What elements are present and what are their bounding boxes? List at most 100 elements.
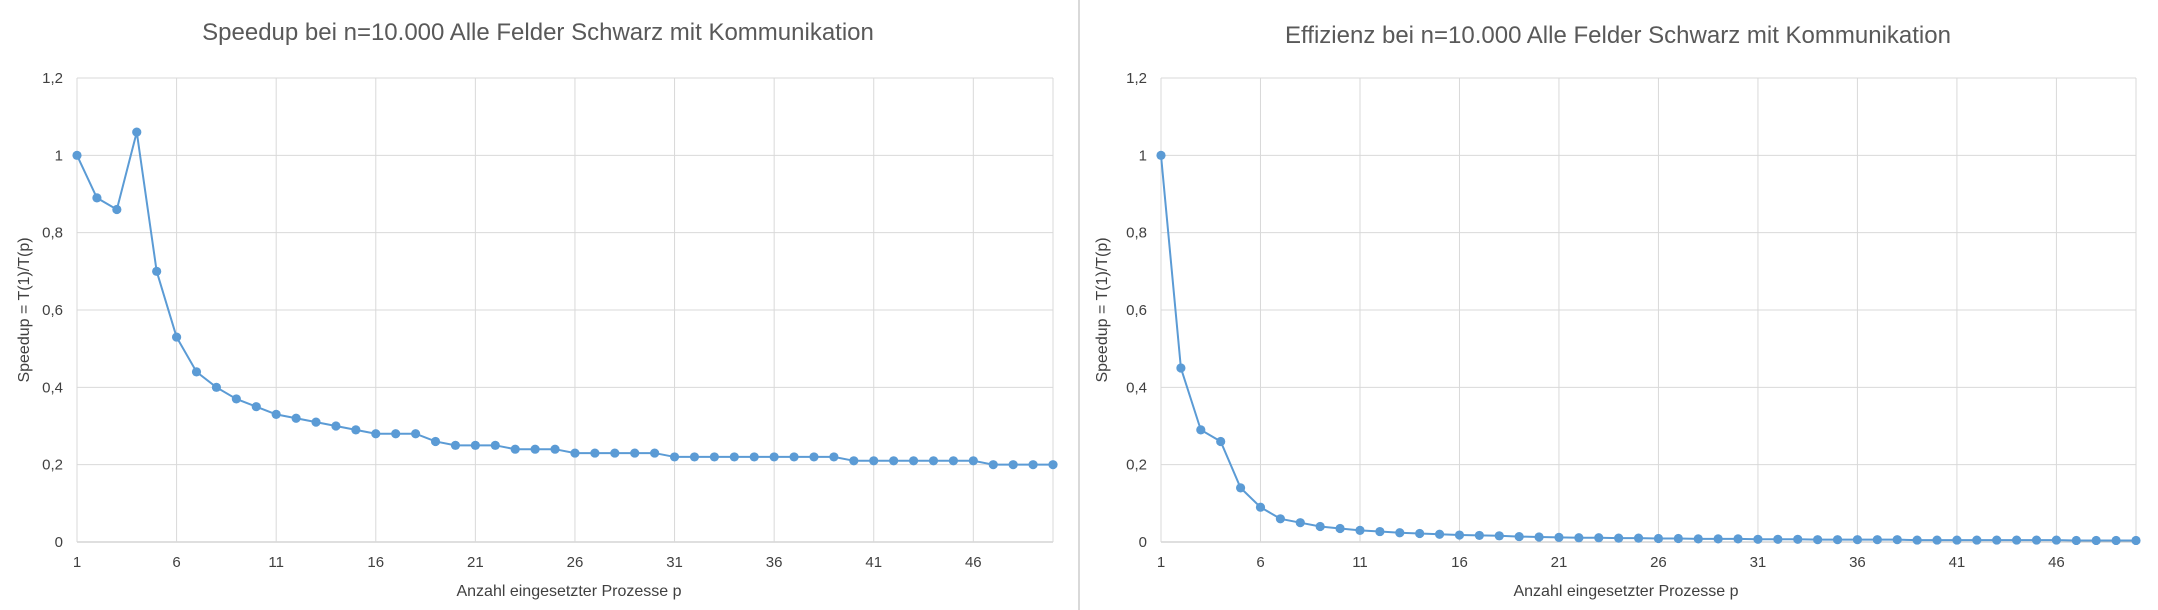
x-tick-label: 6: [172, 554, 180, 571]
data-point: [669, 452, 680, 462]
data-point: [171, 332, 182, 342]
data-point: [1335, 523, 1345, 534]
x-tick-label: 11: [268, 554, 284, 571]
y-tick-label: 1: [55, 147, 63, 164]
data-point: [1892, 535, 1902, 545]
data-point: [1375, 526, 1385, 537]
y-tick-label: 1,2: [42, 70, 63, 87]
data-point: [889, 456, 899, 466]
data-point: [510, 444, 520, 454]
y-tick-label: 1: [1139, 147, 1147, 164]
data-point: [311, 417, 321, 427]
data-point: [769, 452, 779, 462]
data-point: [2051, 535, 2062, 545]
data-point: [1415, 528, 1425, 539]
data-point: [1633, 533, 1644, 543]
data-point: [689, 452, 700, 462]
data-point: [1972, 535, 1982, 545]
data-point: [789, 452, 799, 462]
chart-title: Speedup bei n=10.000 Alle Felder Schwarz…: [202, 19, 874, 46]
data-point: [271, 409, 281, 419]
data-point: [1912, 535, 1922, 545]
x-tick-label: 1: [73, 554, 81, 571]
data-point: [2071, 535, 2081, 546]
data-point: [391, 429, 401, 439]
data-point: [610, 448, 620, 458]
data-point: [1315, 521, 1325, 532]
series-speedup: [72, 127, 1058, 470]
y-tick-label: 0,6: [1126, 302, 1147, 319]
data-point: [869, 456, 879, 466]
data-point: [1872, 535, 1882, 545]
x-tick-label: 36: [766, 554, 783, 571]
data-point: [1832, 535, 1843, 545]
y-axis-label: Speedup = T(1)/T(p): [16, 237, 33, 382]
data-point: [809, 452, 819, 462]
speedup-chart-svg: Speedup bei n=10.000 Alle Felder Schwarz…: [16, 19, 1058, 600]
y-tick-label: 0,6: [42, 302, 63, 319]
y-tick-label: 0: [55, 534, 63, 551]
data-point: [1773, 534, 1783, 544]
data-point: [1176, 363, 1186, 373]
x-tick-label: 26: [1650, 554, 1667, 571]
y-tick-label: 0,8: [42, 225, 63, 242]
data-point: [411, 429, 421, 439]
data-point: [1494, 531, 1504, 541]
data-point: [729, 452, 739, 462]
data-point: [1255, 502, 1266, 512]
data-point: [968, 456, 978, 466]
data-point: [1713, 534, 1723, 544]
x-axis-label: Anzahl eingesetzter Prozesse p: [1513, 583, 1738, 600]
y-tick-label: 0,2: [42, 457, 63, 474]
x-tick-label: 6: [1256, 554, 1264, 571]
data-point: [590, 448, 600, 458]
data-point: [2111, 535, 2121, 546]
data-point: [152, 266, 162, 276]
data-point: [1733, 534, 1743, 544]
series-line: [76, 131, 1053, 466]
series-line: [1160, 155, 2136, 542]
efficiency-chart-svg: Effizienz bei n=10.000 Alle Felder Schwa…: [1094, 22, 2141, 600]
x-tick-label: 31: [666, 554, 683, 571]
data-point: [191, 367, 202, 377]
data-point: [709, 452, 719, 462]
data-point: [490, 440, 500, 450]
data-point: [630, 448, 640, 458]
speedup-chart: Speedup bei n=10.000 Alle Felder Schwarz…: [0, 0, 1077, 610]
data-point: [1216, 436, 1226, 447]
x-axis-label: Anzahl eingesetzter Prozesse p: [456, 583, 681, 600]
data-point: [1793, 534, 1803, 544]
x-tick-label: 16: [1451, 554, 1468, 571]
x-tick-labels: 1 6 11 16 21 26 31 36 41 46: [73, 554, 982, 571]
data-point: [1474, 530, 1484, 541]
data-point: [1048, 460, 1058, 470]
data-point: [1395, 528, 1405, 538]
x-tick-label: 21: [1551, 554, 1568, 571]
chart-divider: [1078, 0, 1080, 610]
y-tick-label: 0: [1139, 534, 1147, 551]
x-tick-label: 1: [1157, 554, 1165, 571]
data-point: [1008, 460, 1018, 470]
data-point: [829, 452, 839, 462]
gridlines: [76, 77, 1054, 543]
x-tick-label: 36: [1849, 554, 1866, 571]
data-point: [530, 444, 540, 454]
data-point: [749, 452, 759, 462]
data-point: [1514, 531, 1524, 542]
y-tick-labels: 0 0,2 0,4 0,6 0,8 1 1,2: [42, 70, 63, 551]
data-point: [1355, 525, 1365, 536]
data-point: [1235, 483, 1246, 493]
data-point: [112, 204, 122, 215]
x-tick-label: 46: [2048, 554, 2065, 571]
y-tick-label: 0,4: [1126, 379, 1147, 396]
data-point: [1156, 150, 1166, 160]
x-tick-label: 16: [367, 554, 384, 571]
data-point: [1932, 535, 1942, 545]
chart-title: Effizienz bei n=10.000 Alle Felder Schwa…: [1285, 22, 1951, 49]
data-point: [928, 456, 939, 466]
data-point: [1753, 534, 1763, 544]
data-point: [1614, 533, 1624, 543]
data-point: [908, 456, 919, 466]
data-point: [948, 456, 959, 466]
data-point: [1852, 535, 1863, 545]
